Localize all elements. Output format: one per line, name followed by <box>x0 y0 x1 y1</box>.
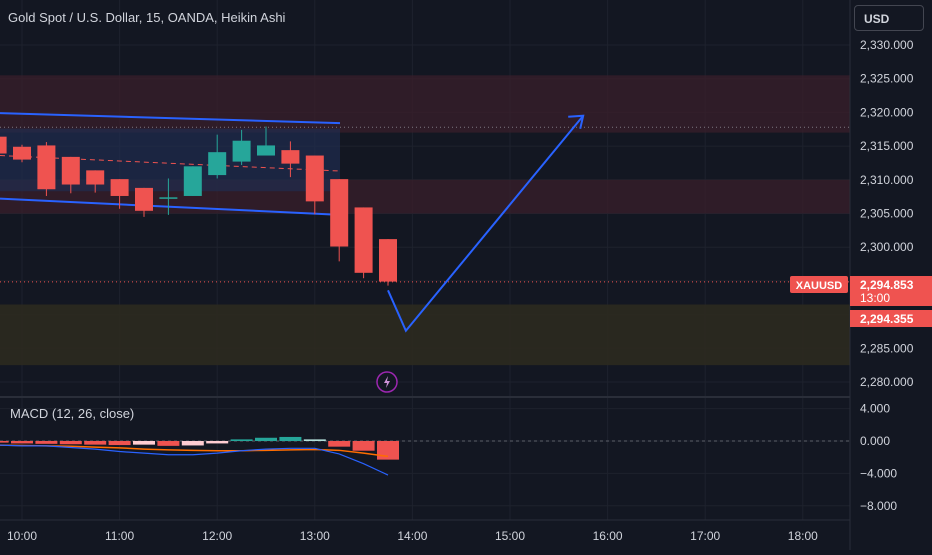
macd-histogram-bar <box>206 441 229 444</box>
macd-histogram-bar <box>255 437 277 441</box>
time-tick-label: 13:00 <box>300 529 330 543</box>
projection-path <box>387 115 584 333</box>
macd-tick-label: −4.000 <box>860 466 897 480</box>
candle-body <box>13 146 31 160</box>
macd-histogram-bar <box>230 439 253 441</box>
price-tick-label: 2,320.000 <box>860 105 914 119</box>
macd-histogram-bar <box>108 441 131 446</box>
drawings <box>0 112 850 393</box>
macd-histogram-bar <box>279 436 302 441</box>
candle-body <box>110 179 129 196</box>
macd-histogram-bar <box>328 441 351 447</box>
candle-body <box>354 207 373 273</box>
last-price-value: 2,294.853 <box>860 278 914 292</box>
time-tick-label: 17:00 <box>690 529 720 543</box>
macd-histogram-bar <box>11 441 33 444</box>
zones <box>0 75 850 366</box>
price-tick-label: 2,310.000 <box>860 173 914 187</box>
channel-mid-line <box>0 155 341 172</box>
chart-title: Gold Spot / U.S. Dollar, 15, OANDA, Heik… <box>8 10 286 25</box>
time-tick-label: 10:00 <box>7 529 37 543</box>
macd-histogram-bar <box>181 441 204 446</box>
macd-panel <box>0 436 850 476</box>
channel-top-line <box>0 112 341 125</box>
price-tick-label: 2,330.000 <box>860 38 914 52</box>
candle-body <box>281 150 300 164</box>
time-tick-label: 18:00 <box>788 529 818 543</box>
price-tick-label: 2,280.000 <box>860 375 914 389</box>
time-tick-label: 11:00 <box>105 529 134 543</box>
second-price-value: 2,294.355 <box>860 312 914 326</box>
time-tick-label: 15:00 <box>495 529 525 543</box>
price-tick-label: 2,305.000 <box>860 207 914 221</box>
macd-histogram-bar <box>35 441 58 444</box>
macd-line <box>0 444 389 476</box>
price-axis-panel <box>850 0 932 550</box>
channel-bottom-line <box>0 197 341 216</box>
candle-body <box>135 187 153 211</box>
price-tick-label: 2,285.000 <box>860 341 914 355</box>
price-tick-label: 2,325.000 <box>860 72 914 86</box>
macd-histogram-bar <box>59 441 82 445</box>
last-price-label-bg <box>850 276 932 306</box>
macd-tick-label: −8.000 <box>860 499 897 513</box>
macd-histogram-bar <box>133 441 155 445</box>
candle-body <box>257 145 275 156</box>
macd-tick-label: 0.000 <box>860 434 890 448</box>
second-price-label-bg <box>850 310 932 327</box>
candles <box>0 126 397 286</box>
price-tick-label: 2,300.000 <box>860 240 914 254</box>
candle-body <box>305 155 324 202</box>
candle-body <box>379 239 397 282</box>
macd-title: MACD (12, 26, close) <box>10 406 134 421</box>
candle-body <box>159 197 178 199</box>
macd-histogram-bar <box>377 441 399 460</box>
macd-histogram-bar <box>352 441 375 451</box>
candle-body <box>208 152 227 176</box>
macd-histogram-bar <box>157 441 180 446</box>
symbol-label-bg <box>790 276 848 293</box>
candle-body <box>37 145 56 190</box>
time-tick-label: 12:00 <box>202 529 232 543</box>
candle-body <box>61 156 80 185</box>
candle-body <box>232 140 251 162</box>
projection-arrowhead <box>568 114 585 129</box>
currency-button[interactable]: USD <box>854 5 924 31</box>
macd-tick-label: 4.000 <box>860 402 890 416</box>
symbol-label: XAUUSD <box>796 280 843 292</box>
candle-body <box>0 136 7 154</box>
candle-body <box>330 179 349 247</box>
lightning-glyph <box>384 376 390 388</box>
macd-histogram-bar <box>0 441 9 443</box>
time-tick-label: 16:00 <box>593 529 623 543</box>
price-tick-label: 2,315.000 <box>860 139 914 153</box>
candle-body <box>86 170 105 185</box>
candle-body <box>183 166 202 196</box>
resistance-zone-upper <box>0 75 850 133</box>
demand-zone <box>0 304 850 366</box>
macd-histogram-bar <box>84 441 107 445</box>
bar-countdown: 13:00 <box>860 291 890 305</box>
macd-histogram-bar <box>303 439 326 441</box>
time-tick-label: 14:00 <box>397 529 427 543</box>
